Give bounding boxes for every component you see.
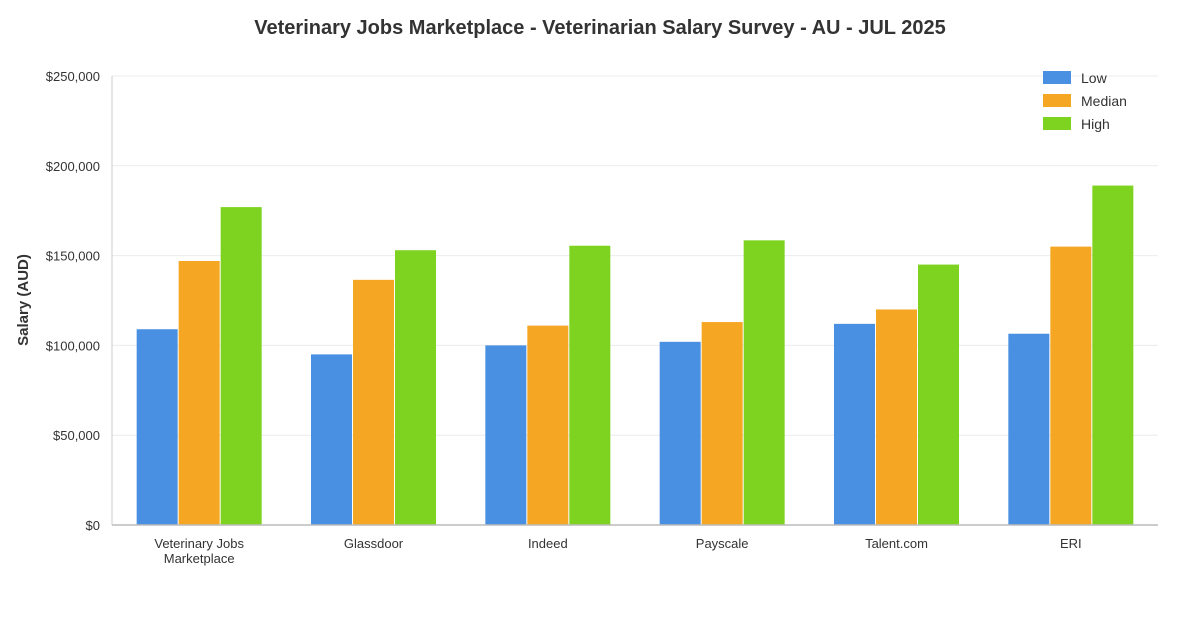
- bar-low: [485, 345, 527, 525]
- bar-high: [569, 245, 611, 526]
- bar-high: [1092, 185, 1134, 525]
- legend-swatch-high: [1043, 117, 1071, 130]
- bar-low: [136, 329, 178, 525]
- grid-lines: [112, 75, 1158, 436]
- bar-low: [311, 354, 352, 525]
- y-tick-label: $150,000: [46, 249, 100, 264]
- chart-title: Veterinary Jobs Marketplace - Veterinari…: [254, 17, 945, 39]
- y-axis-label: Salary (AUD): [15, 254, 32, 346]
- legend-swatch-median: [1043, 94, 1071, 107]
- bar-high: [220, 207, 262, 525]
- bar-low: [834, 323, 875, 525]
- x-tick-label: Veterinary Jobs Marketplace: [154, 536, 244, 566]
- y-tick-label: $250,000: [46, 69, 100, 84]
- x-axis-ticks: Veterinary Jobs Marketplace Glassdoor Indee…: [154, 536, 1081, 566]
- y-tick-label: $0: [86, 518, 100, 533]
- legend-label-high: High: [1081, 116, 1110, 132]
- x-tick-label-line: Indeed: [528, 536, 568, 551]
- x-tick-label: Indeed: [528, 536, 568, 551]
- bar-median: [701, 322, 743, 525]
- x-tick-label: Glassdoor: [344, 536, 404, 551]
- bar-median: [876, 309, 917, 525]
- bar-median: [178, 260, 220, 525]
- bar-median: [353, 279, 394, 525]
- y-axis-ticks: $0 $50,000 $100,000 $150,000 $200,000 $250,00…: [46, 69, 100, 533]
- x-tick-label-line: Talent.com: [865, 536, 928, 551]
- legend-label-median: Median: [1081, 93, 1127, 109]
- legend: Low Median High: [1043, 70, 1127, 132]
- bar-high: [743, 240, 785, 526]
- x-tick-label: Payscale: [696, 536, 749, 551]
- x-tick-label-line: Glassdoor: [344, 536, 404, 551]
- y-tick-label: $50,000: [53, 428, 100, 443]
- axes: [111, 76, 1158, 526]
- legend-label-low: Low: [1081, 70, 1108, 86]
- legend-swatch-low: [1043, 71, 1071, 84]
- bar-low: [659, 341, 701, 525]
- x-tick-label-line: Veterinary Jobs: [154, 536, 244, 551]
- x-tick-label: Talent.com: [865, 536, 928, 551]
- x-tick-label-line: ERI: [1060, 536, 1082, 551]
- bar-median: [527, 325, 569, 525]
- bar-high: [395, 250, 436, 525]
- bar-median: [1050, 246, 1092, 525]
- bar-low: [1008, 333, 1050, 525]
- x-tick-label-line: Payscale: [696, 536, 749, 551]
- x-tick-label-line: Marketplace: [164, 551, 235, 566]
- x-tick-label: ERI: [1060, 536, 1082, 551]
- bars: [136, 185, 1134, 526]
- bar-high: [918, 264, 959, 525]
- y-tick-label: $100,000: [46, 338, 100, 353]
- y-tick-label: $200,000: [46, 159, 100, 174]
